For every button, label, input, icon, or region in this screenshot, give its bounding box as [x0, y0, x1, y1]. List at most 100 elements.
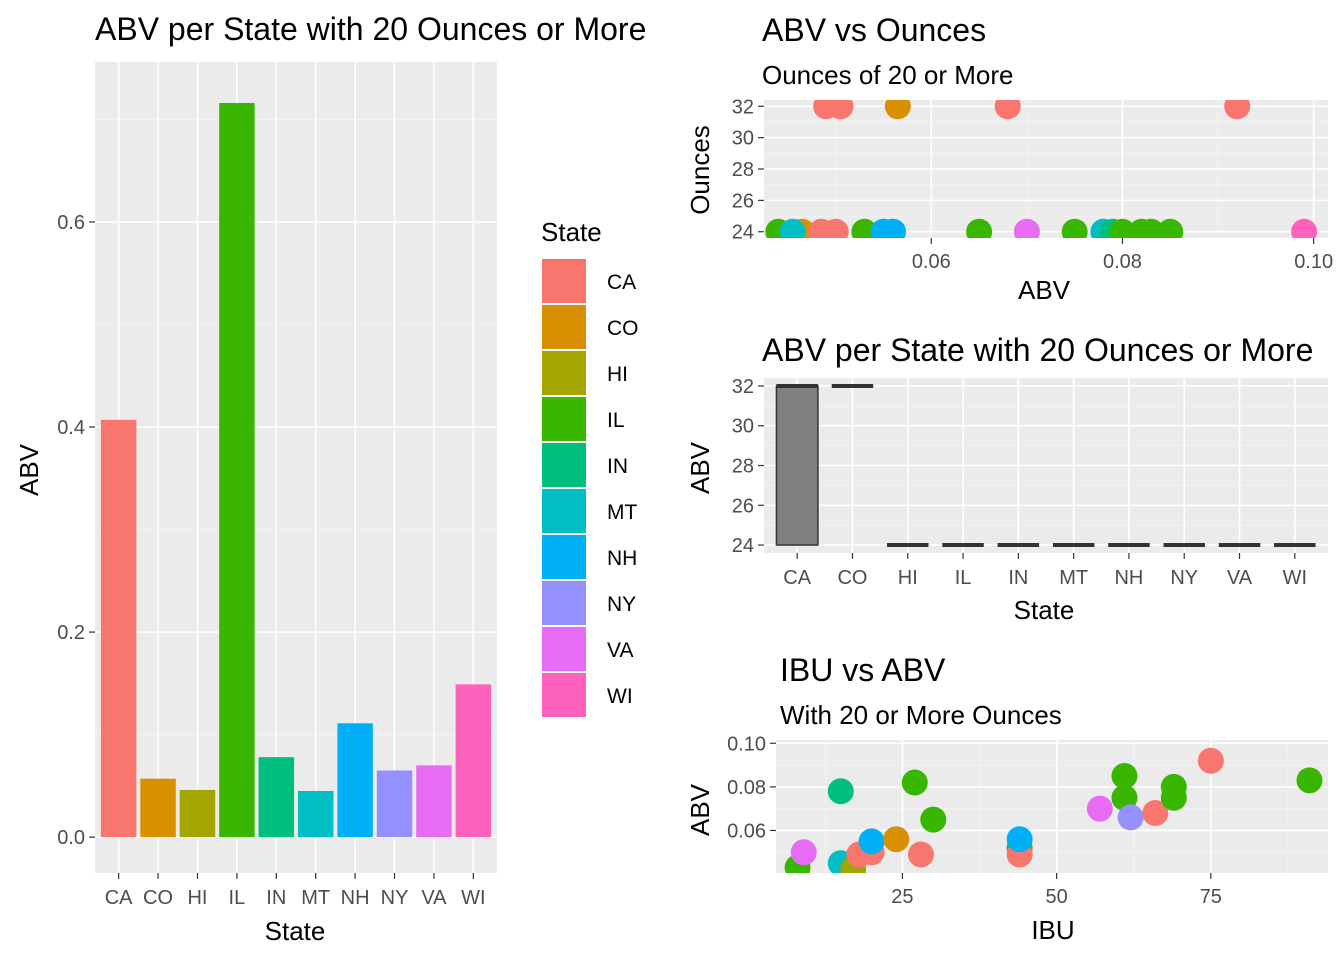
legend-key-in	[542, 443, 586, 487]
bar-chart-y-tick-label: 0.0	[57, 827, 85, 849]
boxplot-x-tick-label: NH	[1114, 567, 1143, 589]
boxplot-x-tick-label: WI	[1283, 567, 1307, 589]
bar-chart-panel	[95, 62, 497, 873]
bar-chart-x-tick-label: HI	[187, 887, 207, 909]
bar-in	[258, 757, 295, 838]
bar-ny	[376, 770, 413, 838]
scatter-ounces-point-il	[966, 218, 993, 238]
bar-chart-y-tick-label: 0.6	[57, 212, 85, 234]
scatter-ibu-point-nh	[858, 828, 885, 855]
boxplot-y-tick-label: 24	[732, 535, 754, 557]
scatter-ounces-point-ca	[822, 218, 849, 238]
bar-chart-x-tick-label: IN	[266, 887, 286, 909]
scatter-ounces-y-tick-label: 26	[732, 190, 754, 212]
bar-chart-x-tick-label: VA	[421, 887, 447, 909]
scatter-ounces-point-ca	[827, 100, 854, 120]
legend-key-co	[542, 305, 586, 349]
bar-wi	[455, 684, 492, 838]
legend-key-ca	[542, 259, 586, 303]
scatter-ibu-point-il	[920, 806, 947, 833]
boxplot-x-tick-label: VA	[1227, 567, 1253, 589]
boxplot-y-tick-label: 26	[732, 495, 754, 517]
bar-chart-title: ABV per State with 20 Ounces or More	[95, 11, 646, 47]
scatter-ibu-point-va	[790, 839, 817, 866]
scatter-ibu-point-ca	[1142, 800, 1169, 827]
scatter-ounces-point-ca	[994, 100, 1021, 120]
bar-hi	[179, 789, 216, 838]
scatter-ounces-point-wi	[1291, 218, 1318, 238]
boxplot-y-tick-label: 30	[732, 416, 754, 438]
scatter-ibu-point-nh	[1006, 826, 1033, 853]
bar-co	[140, 778, 176, 838]
scatter-ibu-subtitle: With 20 or More Ounces	[780, 700, 1062, 730]
bar-chart-y-axis-title: ABV	[14, 443, 44, 496]
scatter-ounces-title: ABV vs Ounces	[762, 12, 986, 48]
bar-chart-x-tick-label: NH	[341, 887, 370, 909]
scatter-ibu-y-axis-title: ABV	[685, 783, 715, 836]
scatter-ibu-point-co	[883, 826, 910, 853]
boxplot-x-tick-label: IN	[1008, 567, 1028, 589]
scatter-ibu-point-ca	[1197, 747, 1224, 774]
scatter-ounces-x-tick-label: 0.06	[912, 251, 951, 273]
scatter-ibu-point-il	[1111, 784, 1138, 811]
legend-label-il: IL	[607, 409, 625, 432]
legend-label-ca: CA	[607, 271, 636, 294]
boxplot-y-axis-title: ABV	[685, 441, 715, 494]
bar-chart-x-tick-label: CO	[143, 887, 173, 909]
legend-label-wi: WI	[607, 685, 633, 708]
bar-chart-x-tick-label: MT	[301, 887, 330, 909]
scatter-ibu-point-ca	[907, 841, 934, 868]
scatter-ounces-points	[765, 100, 1318, 238]
scatter-ibu-y-tick-label: 0.06	[727, 820, 766, 842]
boxplot-x-tick-label: CA	[783, 567, 811, 589]
boxplot-x-tick-label: CO	[837, 567, 867, 589]
legend-key-nh	[542, 535, 586, 579]
boxplot-x-tick-label: HI	[898, 567, 918, 589]
scatter-ibu-point-in	[827, 778, 854, 805]
scatter-ibu-point-il	[901, 769, 928, 796]
scatter-ounces-point-nh	[880, 218, 907, 238]
scatter-ounces-point-il	[1157, 218, 1184, 238]
bar-chart-x-tick-label: NY	[381, 887, 409, 909]
bar-chart: 0.0 0.2 0.4 0.6 CA CO HI IL IN MT NH NY VA WI	[57, 62, 497, 909]
scatter-ibu-point-il	[1296, 767, 1323, 794]
scatter-ibu-point-va	[1086, 795, 1113, 822]
box-ca	[775, 385, 819, 546]
scatter-ibu-x-tick-label: 50	[1046, 886, 1068, 908]
scatter-ounces-point-co	[884, 100, 911, 120]
scatter-ounces-x-tick-label: 0.10	[1294, 251, 1333, 273]
scatter-ibu-title: IBU vs ABV	[780, 652, 946, 688]
bar-ca	[100, 419, 137, 838]
scatter-ounces-y-axis-title: Ounces	[685, 125, 715, 215]
legend: CA CO HI IL IN MT NH NY VA WI	[542, 259, 639, 717]
legend-key-il	[542, 397, 586, 441]
scatter-ounces-point-mt	[779, 218, 806, 238]
scatter-ibu-point-il	[1111, 762, 1138, 789]
scatter-ibu-x-axis-title: IBU	[1031, 915, 1074, 945]
bar-il	[219, 103, 255, 838]
scatter-ibu-point-il	[1160, 784, 1187, 811]
boxplot-x-tick-label: NY	[1170, 567, 1198, 589]
scatter-ounces-point-va	[1013, 218, 1040, 238]
boxplot-y-tick-label: 32	[732, 376, 754, 398]
scatter-ounces-point-ca	[1224, 100, 1251, 120]
legend-key-wi	[542, 673, 586, 717]
legend-label-co: CO	[607, 317, 639, 340]
scatter-ibu-chart: 25 50 75 0.06 0.08 0.10	[727, 733, 1328, 908]
scatter-ounces-chart: 0.06 0.08 0.10 24 26 28 30 32	[732, 96, 1333, 273]
bar-chart-y-tick-label: 0.2	[57, 622, 85, 644]
legend-label-ny: NY	[607, 593, 636, 616]
bar-chart-x-tick-label: IL	[229, 887, 246, 909]
legend-key-ny	[542, 581, 586, 625]
legend-title: State	[541, 217, 602, 247]
boxplot-chart: 24 26 28 30 32 CA CO HI IL IN MT NH NY VA WI	[732, 376, 1328, 589]
bar-chart-x-tick-label: CA	[105, 887, 133, 909]
scatter-ounces-y-tick-label: 28	[732, 159, 754, 181]
scatter-ibu-point-ny	[1117, 804, 1144, 831]
scatter-ounces-y-tick-label: 24	[732, 222, 754, 244]
legend-label-nh: NH	[607, 547, 637, 570]
legend-key-mt	[542, 489, 586, 533]
boxplot-x-axis-title: State	[1014, 595, 1075, 625]
bar-va	[416, 765, 452, 838]
